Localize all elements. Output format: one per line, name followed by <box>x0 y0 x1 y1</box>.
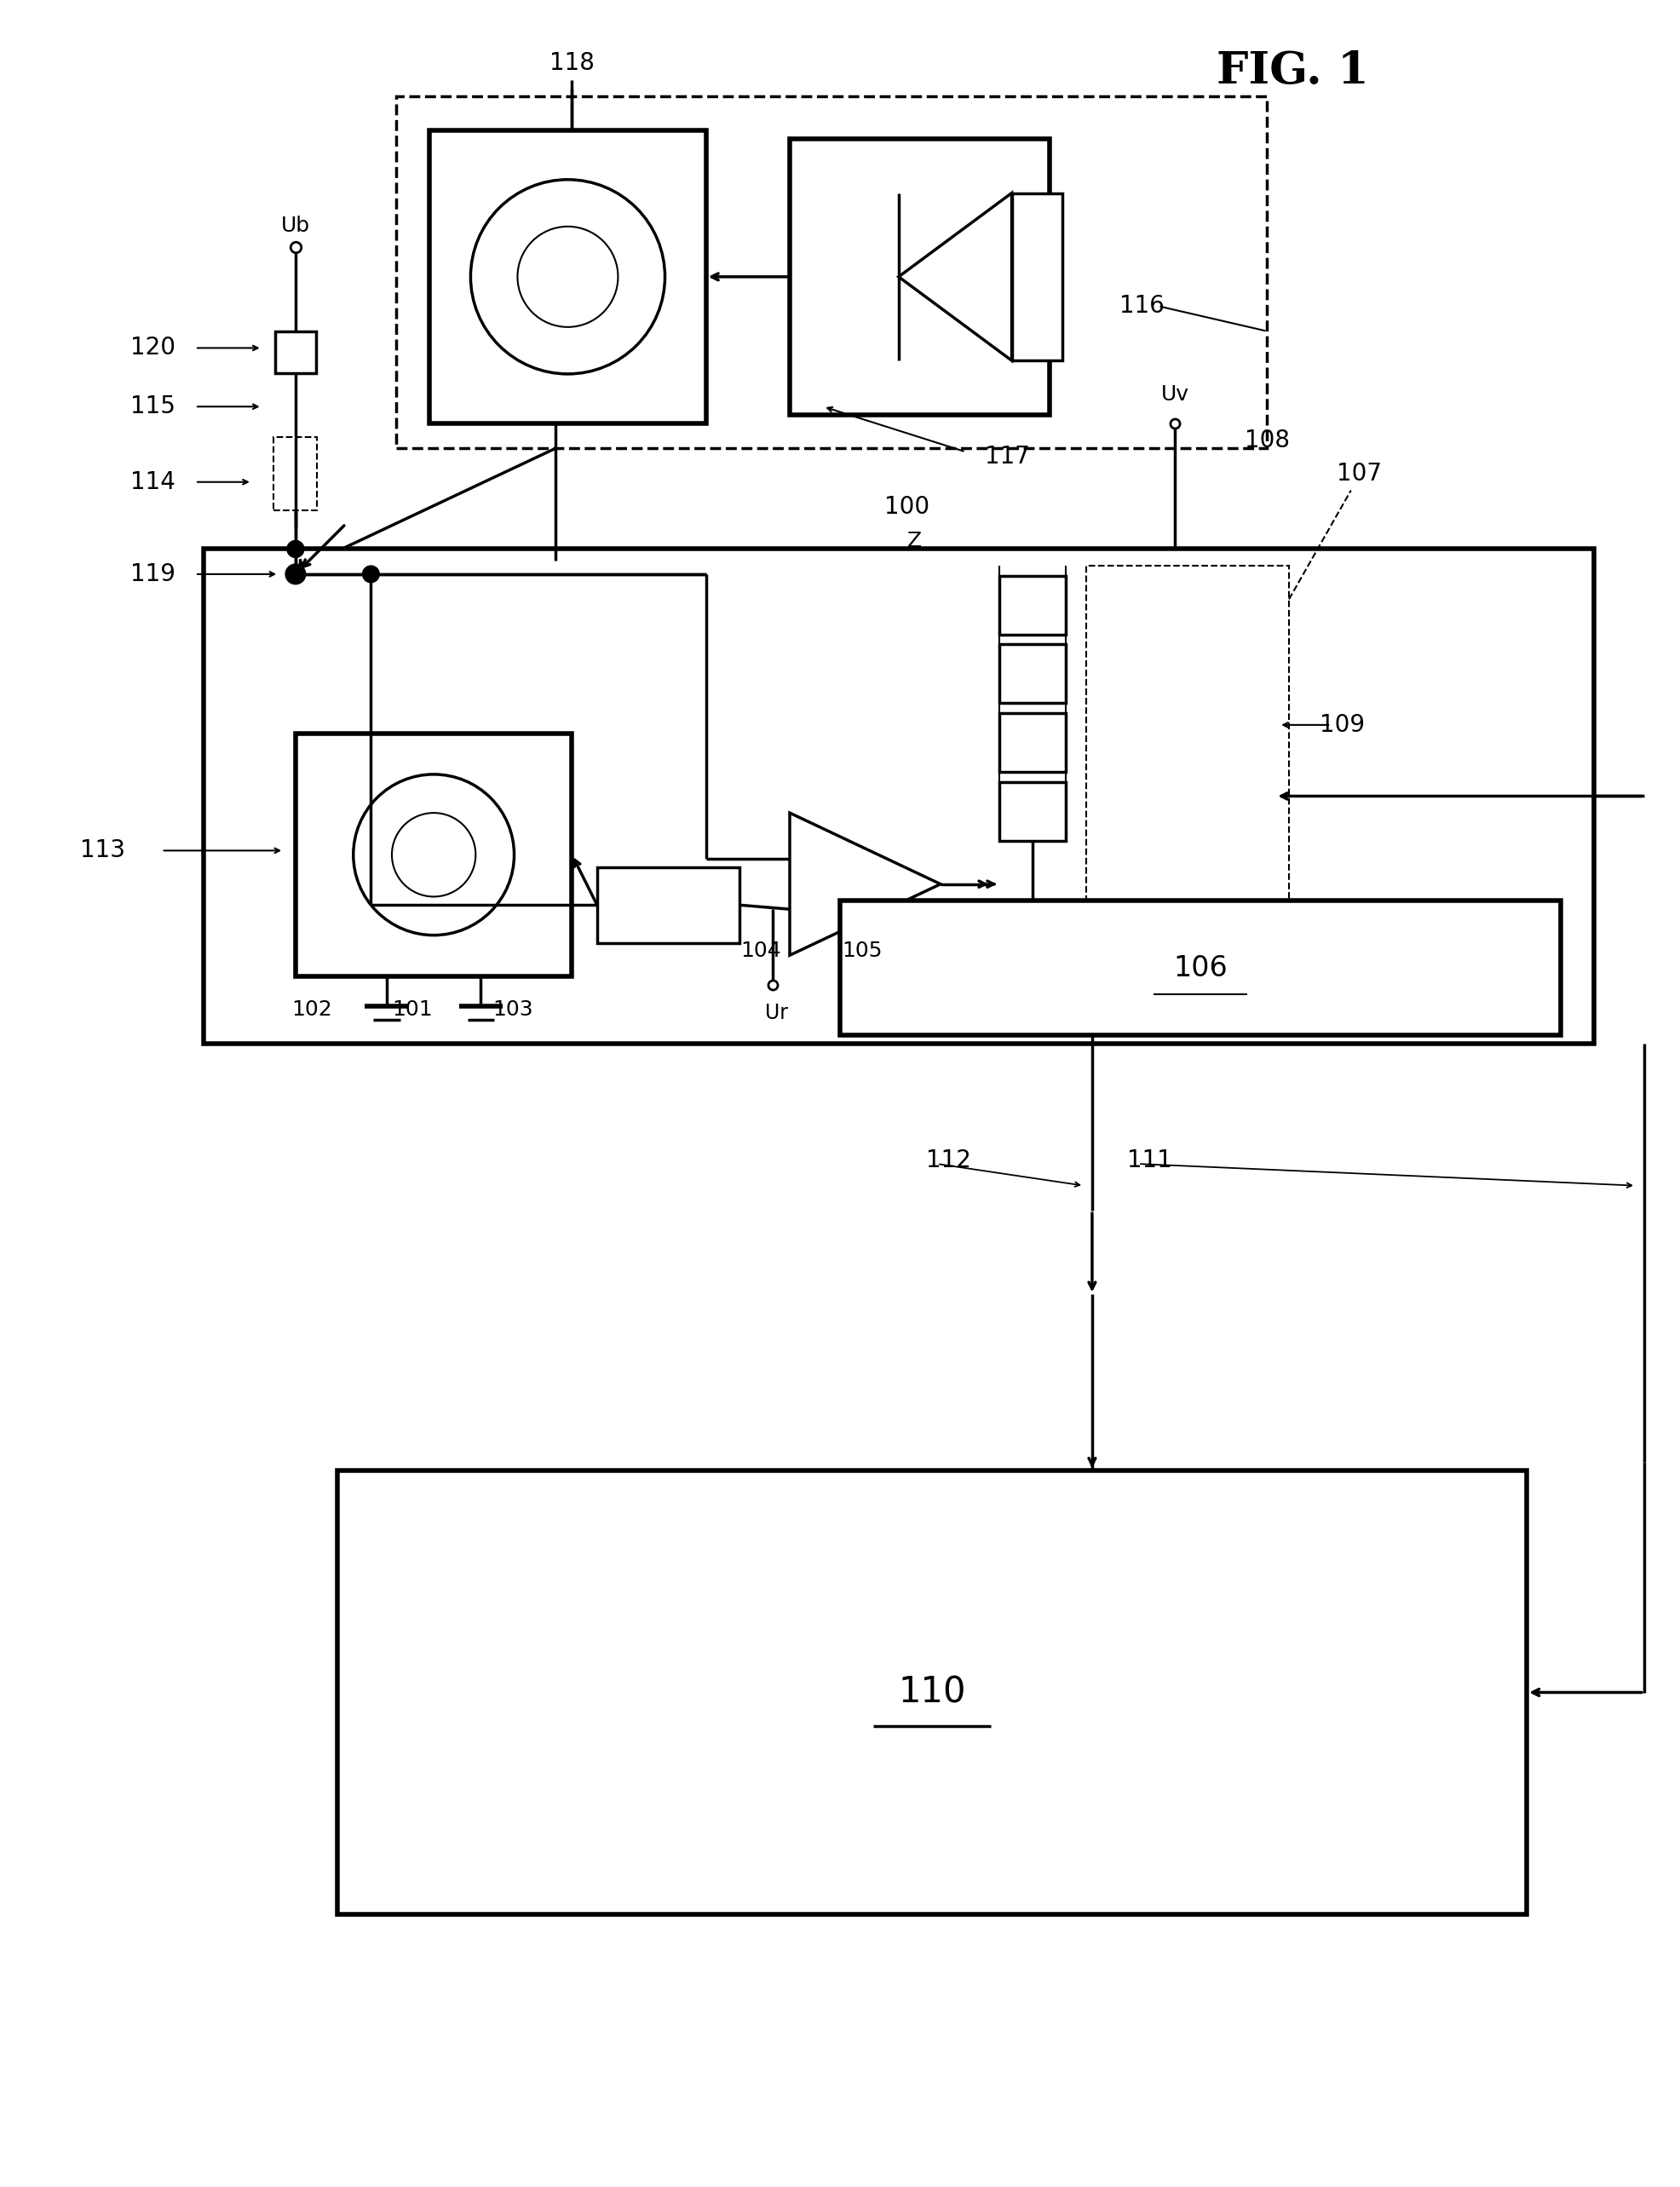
Text: 106: 106 <box>1173 954 1228 982</box>
Text: 118: 118 <box>549 50 595 74</box>
Bar <box>790 138 1050 416</box>
Text: 117: 117 <box>984 444 1030 468</box>
Bar <box>1087 566 1289 960</box>
Text: 102: 102 <box>292 999 333 1019</box>
Bar <box>338 1470 1527 1914</box>
Text: 108: 108 <box>1245 429 1290 453</box>
Bar <box>203 549 1594 1043</box>
Text: 110: 110 <box>899 1675 966 1710</box>
Circle shape <box>363 566 380 582</box>
Bar <box>430 131 706 424</box>
Text: 107: 107 <box>1337 461 1383 486</box>
Text: 115: 115 <box>131 394 176 418</box>
Circle shape <box>287 540 304 558</box>
Bar <box>274 437 318 510</box>
Circle shape <box>287 540 304 558</box>
Bar <box>1000 575 1067 634</box>
Bar <box>596 868 739 943</box>
Bar <box>1100 783 1166 840</box>
Text: Ub: Ub <box>281 217 311 236</box>
Bar <box>1011 192 1062 361</box>
Bar <box>396 96 1267 448</box>
Text: 105: 105 <box>842 940 882 962</box>
Text: 103: 103 <box>492 999 534 1019</box>
Bar <box>1000 713 1067 772</box>
Text: 112: 112 <box>926 1148 971 1172</box>
Text: 119: 119 <box>131 562 176 586</box>
Text: Ur: Ur <box>764 1004 788 1024</box>
Text: 120: 120 <box>131 337 176 361</box>
Text: Uv: Uv <box>1161 385 1189 405</box>
Bar <box>1000 783 1067 840</box>
Bar <box>1208 575 1275 634</box>
Text: 101: 101 <box>393 999 433 1019</box>
Text: 113: 113 <box>81 838 126 862</box>
Text: 109: 109 <box>1320 713 1366 737</box>
Bar <box>1100 575 1166 634</box>
Text: FIG. 1: FIG. 1 <box>1216 50 1369 94</box>
Bar <box>1208 645 1275 704</box>
Circle shape <box>286 564 306 584</box>
Text: 116: 116 <box>1119 295 1164 317</box>
Text: Z: Z <box>907 531 922 551</box>
Bar <box>1000 645 1067 704</box>
Bar <box>1100 645 1166 704</box>
Bar <box>1208 713 1275 772</box>
Bar <box>276 330 316 374</box>
Bar <box>1100 713 1166 772</box>
Text: 100: 100 <box>884 494 929 518</box>
Bar <box>296 733 571 975</box>
Text: 114: 114 <box>131 470 176 494</box>
Bar <box>1208 783 1275 840</box>
Text: 104: 104 <box>741 940 781 962</box>
Text: 111: 111 <box>1127 1148 1173 1172</box>
Bar <box>840 901 1561 1034</box>
